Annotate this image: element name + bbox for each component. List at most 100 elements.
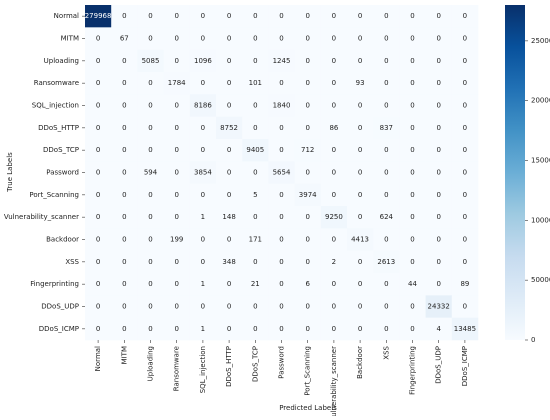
cell-label: 0 — [148, 280, 152, 288]
cell-label: 89 — [460, 280, 469, 288]
cell-label: 0 — [148, 325, 152, 333]
cell — [163, 250, 191, 274]
cell — [347, 273, 374, 296]
cell-label: 9405 — [246, 146, 264, 154]
cell — [294, 139, 322, 162]
cell-label: 0 — [358, 325, 362, 333]
cell — [242, 183, 269, 207]
cell — [320, 295, 348, 318]
cell-label: 8752 — [220, 124, 238, 132]
y-tick-label: SQL_injection — [32, 102, 79, 110]
y-tick-label: Ransomware — [34, 79, 79, 87]
cell — [163, 139, 191, 162]
cell-label: 0 — [253, 303, 257, 311]
y-tick-label: DDoS_UDP — [41, 303, 79, 311]
cell — [163, 5, 191, 28]
cell-label: 0 — [358, 213, 362, 221]
cell-label: 0 — [384, 280, 388, 288]
cell-label: 0 — [332, 102, 336, 110]
cell-label: 0 — [96, 35, 100, 43]
cell — [373, 228, 400, 251]
cell — [163, 183, 191, 207]
cell-label: 148 — [222, 213, 235, 221]
cell-label: 0 — [410, 35, 414, 43]
cell-label: 0 — [279, 191, 283, 199]
cell-label: 0 — [253, 12, 257, 20]
cell — [373, 273, 400, 296]
cell-label: 44 — [408, 280, 417, 288]
cell — [111, 27, 138, 50]
cell-label: 279968 — [85, 12, 112, 20]
cell-label: 0 — [148, 12, 152, 20]
cell — [425, 49, 453, 73]
cell — [189, 183, 217, 207]
cell — [111, 317, 138, 341]
cell-label: 4 — [436, 325, 441, 333]
cell-label: 0 — [358, 57, 362, 65]
cell — [347, 27, 374, 50]
cell — [163, 72, 191, 95]
cell-label: 3974 — [299, 191, 317, 199]
cell — [85, 94, 112, 117]
cell — [451, 161, 479, 184]
cell-label: 0 — [410, 325, 414, 333]
cell-label: 6 — [305, 280, 310, 288]
cell — [85, 5, 112, 28]
cell — [242, 295, 269, 318]
cell — [320, 5, 348, 28]
cell-label: 0 — [148, 102, 152, 110]
cell-label: 1096 — [194, 57, 212, 65]
cell — [294, 317, 322, 341]
cell-label: 0 — [148, 124, 152, 132]
cell-label: 0 — [227, 102, 231, 110]
x-tick-label: MITM — [120, 346, 128, 364]
cell-label: 0 — [279, 124, 283, 132]
cell-label: 0 — [463, 124, 467, 132]
cell — [189, 116, 217, 140]
cell-label: 0 — [305, 57, 309, 65]
cell — [242, 250, 269, 274]
cell-label: 0 — [253, 102, 257, 110]
cell — [425, 94, 453, 117]
cell — [216, 5, 243, 28]
cell-label: 0 — [410, 124, 414, 132]
cell — [451, 273, 479, 296]
cell-label: 0 — [96, 57, 100, 65]
cell-label: 2 — [332, 258, 336, 266]
cell-label: 0 — [436, 280, 440, 288]
cell-label: 0 — [463, 213, 467, 221]
cell-label: 0 — [253, 213, 257, 221]
cell — [111, 161, 138, 184]
cell-label: 13485 — [454, 325, 476, 333]
cell — [163, 317, 191, 341]
cell — [216, 273, 243, 296]
cell-label: 0 — [384, 236, 388, 244]
cell — [85, 250, 112, 274]
cell-label: 0 — [253, 258, 257, 266]
cell — [163, 49, 191, 73]
cell — [242, 161, 269, 184]
cell-label: 0 — [332, 303, 336, 311]
cell-label: 0 — [410, 57, 414, 65]
cell-label: 0 — [148, 35, 152, 43]
cell-label: 0 — [305, 12, 309, 20]
cell — [399, 116, 426, 140]
colorbar — [505, 5, 525, 340]
cell-label: 0 — [174, 303, 178, 311]
cell — [451, 94, 479, 117]
cell — [373, 161, 400, 184]
cell-label: 0 — [279, 325, 283, 333]
cell — [451, 250, 479, 274]
cell — [425, 139, 453, 162]
cell — [373, 206, 400, 229]
cell-label: 0 — [358, 169, 362, 177]
cell-label: 0 — [122, 236, 126, 244]
cell-label: 0 — [201, 79, 205, 87]
cell — [268, 49, 295, 73]
cell — [399, 72, 426, 95]
cell — [294, 72, 322, 95]
cell-label: 9250 — [325, 213, 343, 221]
cell-label: 0 — [148, 303, 152, 311]
cell-label: 0 — [148, 191, 152, 199]
cell-label: 0 — [463, 258, 467, 266]
